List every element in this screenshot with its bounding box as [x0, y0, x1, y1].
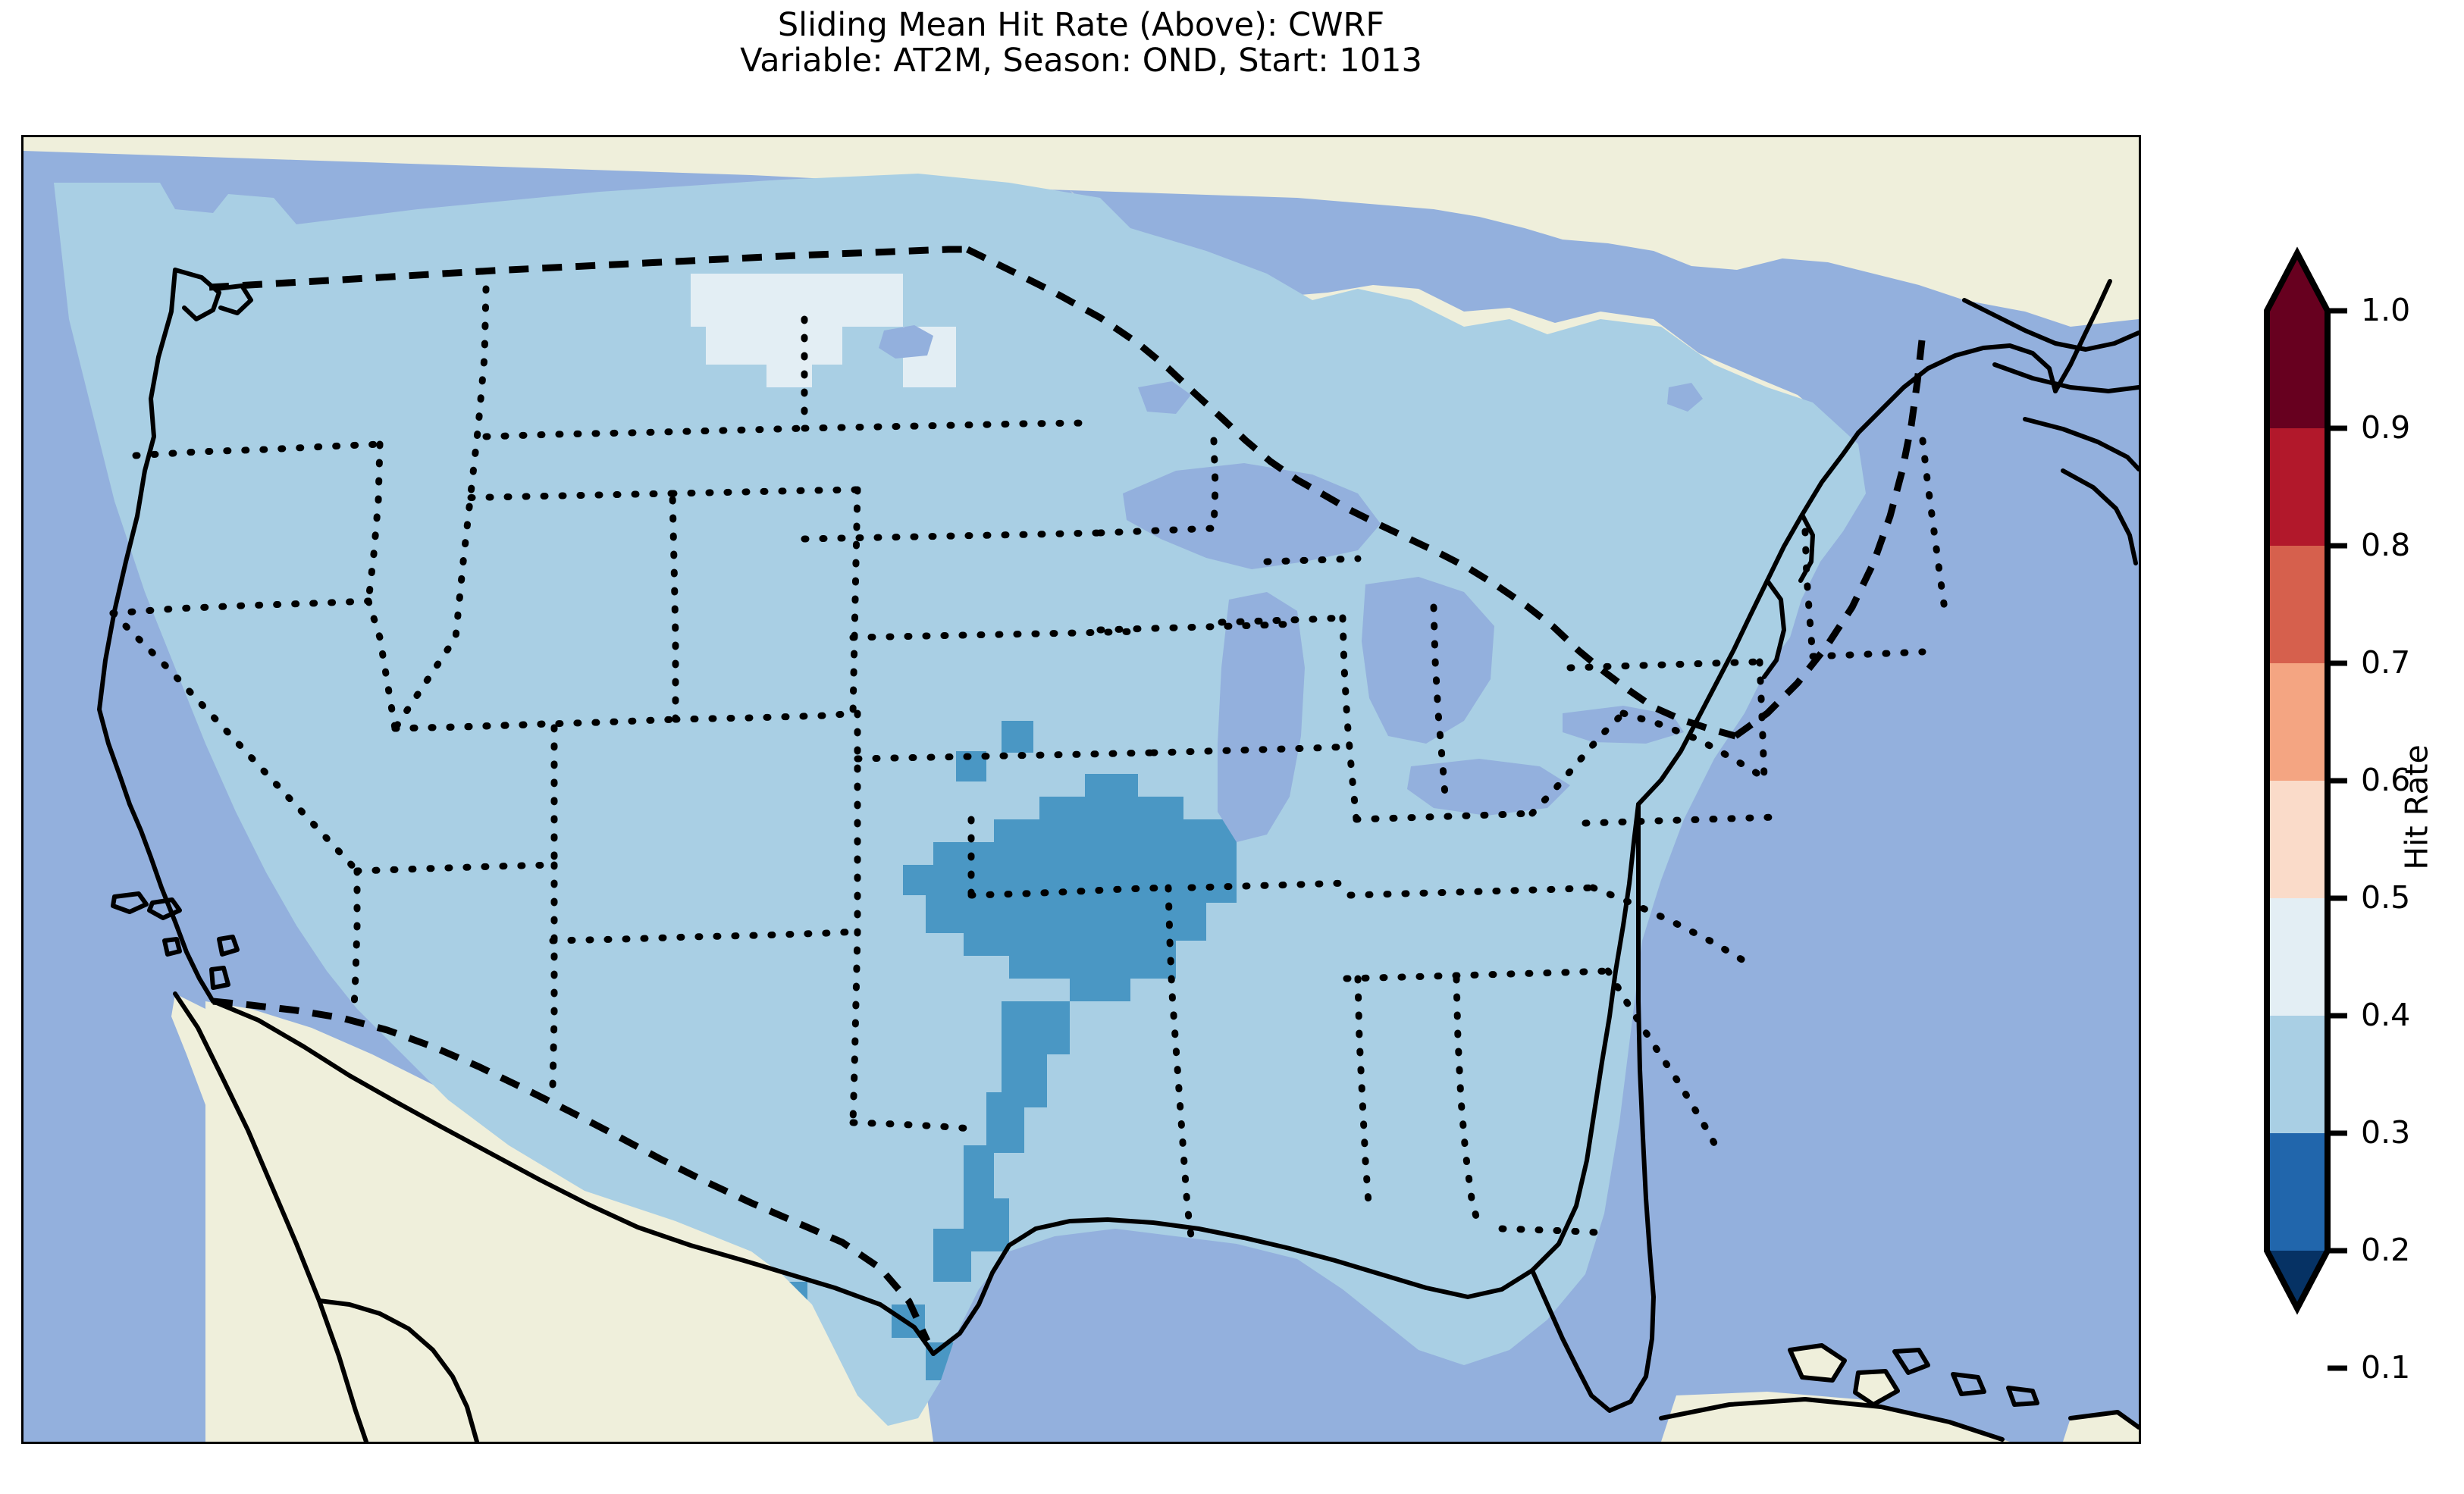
coastline-layer [97, 268, 2139, 1442]
data-band-0.2-0.3-south-texas [933, 1198, 1009, 1282]
lake-nipigon [1667, 383, 1703, 412]
colorbar-band [2267, 1133, 2328, 1251]
colorbar-axis-label-text: Hit Rate [2399, 744, 2435, 870]
colorbar-band [2267, 898, 2328, 1016]
lake-winnipeg [879, 325, 933, 359]
colorbar-band [2267, 311, 2328, 429]
data-band-0.2-0.3-texas-oklahoma [903, 774, 1237, 1001]
lake-huron [1362, 577, 1494, 744]
colorbar-tick-label: 0.6 [2361, 762, 2410, 798]
colorbar-tick-label: 0.2 [2361, 1232, 2410, 1268]
colorbar-tick-labels: 1.00.90.80.70.60.50.40.30.20.10.0 [2361, 292, 2410, 1386]
colorbar-band [2267, 781, 2328, 899]
colorbar-band [2267, 428, 2328, 547]
map-canvas [24, 137, 2139, 1442]
figure-title-block: Sliding Mean Hit Rate (Above): CWRF Vari… [0, 0, 2162, 79]
page-title: Sliding Mean Hit Rate (Above): CWRF [777, 6, 1385, 44]
data-band-0.4-0.5-northern-plains [691, 274, 903, 387]
colorbar-tick-label: 0.8 [2361, 527, 2410, 563]
bahamas-island-1 [1790, 1346, 1843, 1380]
mexico-landmass [205, 1001, 933, 1442]
colorbar-svg[interactable]: 1.00.90.80.70.60.50.40.30.20.10.0 [2246, 227, 2464, 1387]
page-subtitle: Variable: AT2M, Season: OND, Start: 1013 [740, 42, 1422, 80]
state-border-layer [109, 285, 1949, 1240]
colorbar-tick-label: 0.4 [2361, 997, 2410, 1033]
hispaniola-landmass [2063, 1412, 2139, 1442]
colorbar-band [2267, 1016, 2328, 1134]
colorbar-tick-label: 0.3 [2361, 1114, 2410, 1151]
colorbar-band [2267, 663, 2328, 781]
colorbar-extend-min [2267, 1251, 2328, 1308]
data-band-0.2-0.3-missouri-cell [1002, 721, 1033, 753]
colorbar[interactable]: 1.00.90.80.70.60.50.40.30.20.10.0 Hit Ra… [2246, 227, 2464, 1387]
colorbar-tick-label: 0.1 [2361, 1349, 2410, 1386]
great-lakes-layer [879, 325, 1703, 842]
country-border-layer [208, 246, 1926, 1342]
lake-erie [1407, 759, 1570, 816]
data-band-0.2-0.3-texas-corridor [964, 1001, 1070, 1198]
colorbar-band [2267, 546, 2328, 664]
canada-landmass [24, 137, 2139, 327]
lake-of-the-woods [1138, 381, 1191, 414]
map-panel[interactable] [21, 135, 2141, 1444]
colorbar-bands [2267, 253, 2328, 1308]
baja-peninsula [171, 994, 387, 1442]
colorbar-extend-max [2267, 253, 2328, 311]
lake-ontario [1563, 706, 1684, 744]
map-svg [24, 137, 2139, 1442]
colorbar-ticks [2328, 308, 2347, 1371]
colorbar-tick-label: 1.0 [2361, 292, 2410, 328]
colorbar-tick-label: 0.9 [2361, 409, 2410, 446]
colorbar-tick-label: 0.7 [2361, 644, 2410, 681]
lake-michigan [1218, 592, 1305, 842]
colorbar-axis-label: Hit Rate [2394, 227, 2440, 1387]
lake-superior [1123, 463, 1381, 569]
colorbar-tick-label: 0.5 [2361, 879, 2410, 916]
